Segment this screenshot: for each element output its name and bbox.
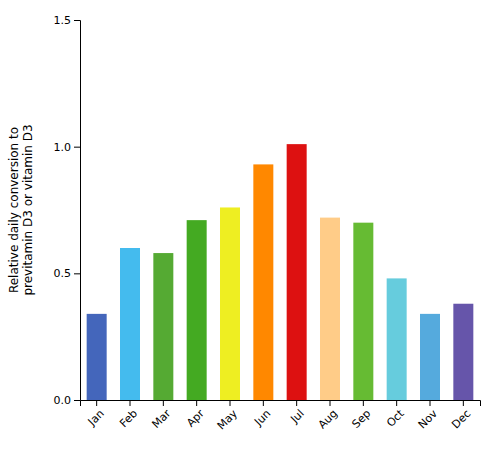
x-tick-mark bbox=[130, 400, 131, 406]
y-tick-mark bbox=[74, 400, 80, 401]
bar bbox=[287, 144, 307, 400]
y-tick: 1.0 bbox=[54, 141, 81, 154]
x-tick-mark bbox=[430, 400, 431, 406]
bar bbox=[87, 314, 107, 400]
x-tick-label: Sep bbox=[350, 407, 374, 431]
x-tick: Feb bbox=[117, 400, 140, 430]
y-tick-label: 0.0 bbox=[54, 394, 72, 407]
y-axis: 0.0 0.5 1.0 1.5 bbox=[54, 14, 81, 407]
x-tick-mark bbox=[363, 400, 364, 406]
bar bbox=[220, 207, 240, 400]
chart: JanFebMarAprMayJunJulAugSepOctNovDec0.00… bbox=[0, 0, 500, 455]
x-tick-mark bbox=[230, 400, 231, 406]
bar bbox=[353, 223, 373, 400]
x-tick-mark bbox=[196, 400, 197, 406]
y-axis-line bbox=[74, 21, 81, 401]
y-tick-label: 1.5 bbox=[54, 14, 72, 27]
y-tick: 0.5 bbox=[54, 267, 81, 280]
x-tick: May bbox=[215, 400, 241, 432]
x-tick: Jul bbox=[287, 400, 306, 426]
x-tick-mark bbox=[163, 400, 164, 406]
x-tick-label: Aug bbox=[316, 407, 340, 431]
bar bbox=[187, 220, 207, 400]
x-tick-label: Apr bbox=[184, 407, 207, 430]
y-axis-title: Relative daily conversion toprevitamin D… bbox=[7, 124, 35, 295]
x-tick: Jan bbox=[85, 400, 107, 429]
x-tick: Sep bbox=[350, 400, 374, 431]
y-tick-label: 0.5 bbox=[54, 267, 72, 280]
bar bbox=[387, 278, 407, 400]
x-tick: Oct bbox=[384, 400, 407, 430]
y-tick-mark bbox=[74, 147, 80, 148]
x-tick: Aug bbox=[316, 400, 340, 431]
x-axis-line bbox=[81, 401, 481, 407]
y-tick-mark bbox=[74, 20, 80, 21]
x-tick-mark bbox=[96, 400, 97, 406]
x-tick-label: May bbox=[215, 407, 241, 433]
x-tick: Nov bbox=[416, 400, 441, 431]
x-tick-label: Oct bbox=[384, 407, 407, 430]
x-tick: Mar bbox=[149, 400, 173, 431]
x-tick: Apr bbox=[184, 400, 207, 430]
x-tick-mark bbox=[330, 400, 331, 406]
x-tick: Jun bbox=[251, 400, 273, 429]
bars bbox=[87, 144, 474, 400]
x-tick-label: Jul bbox=[287, 407, 306, 426]
y-axis-title-line: previtamin D3 or vitamin D3 bbox=[21, 124, 35, 295]
bar bbox=[420, 314, 440, 400]
x-tick-label: Dec bbox=[449, 407, 473, 431]
x-tick-mark bbox=[263, 400, 264, 406]
y-tick-mark bbox=[74, 273, 80, 274]
y-axis-title-line: Relative daily conversion to bbox=[7, 127, 21, 293]
y-tick: 1.5 bbox=[54, 14, 81, 27]
x-tick-mark bbox=[463, 400, 464, 406]
bar bbox=[253, 164, 273, 400]
x-tick-label: Nov bbox=[416, 407, 441, 432]
x-tick-label: Mar bbox=[149, 407, 173, 431]
x-tick: Dec bbox=[449, 400, 473, 431]
x-tick-mark bbox=[296, 400, 297, 406]
bar bbox=[153, 253, 173, 400]
y-tick: 0.0 bbox=[54, 394, 81, 407]
x-axis: Jan Feb Mar Apr May Jun Jul Aug Sep Oct Nov Dec bbox=[81, 400, 481, 432]
plot-area: JanFebMarAprMayJunJulAugSepOctNovDec0.00… bbox=[54, 14, 481, 432]
x-tick-label: Jun bbox=[251, 407, 273, 429]
x-tick-mark bbox=[396, 400, 397, 406]
bar bbox=[120, 248, 140, 400]
y-tick-label: 1.0 bbox=[54, 141, 72, 154]
bar bbox=[453, 304, 473, 400]
x-tick-label: Feb bbox=[117, 407, 140, 430]
x-tick-label: Jan bbox=[85, 407, 107, 429]
bar bbox=[320, 218, 340, 400]
